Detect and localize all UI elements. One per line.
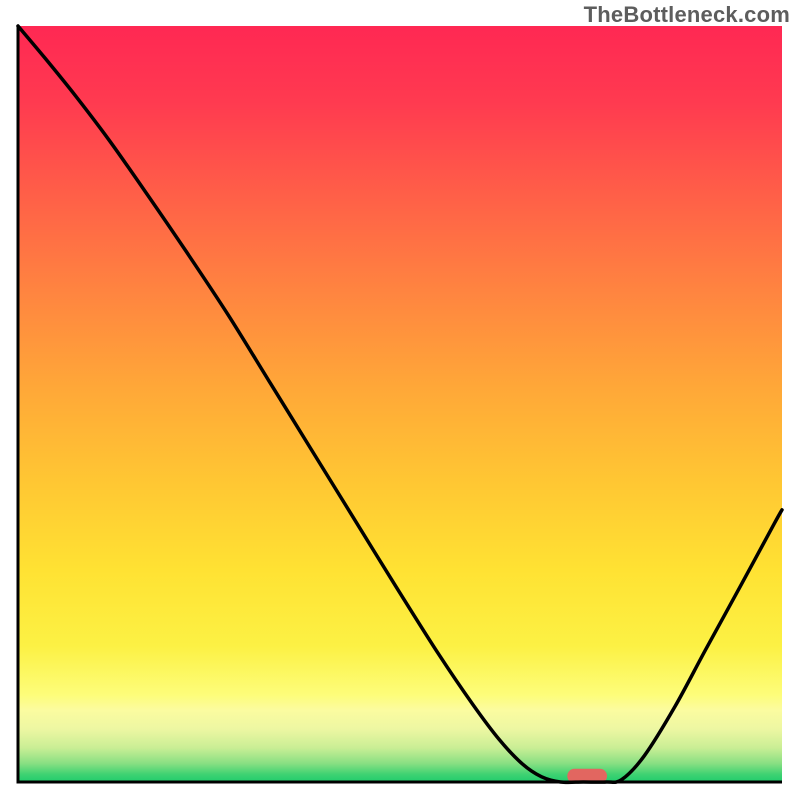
chart-background [18, 26, 782, 782]
chart-container: TheBottleneck.com [0, 0, 800, 800]
bottleneck-chart [0, 0, 800, 800]
